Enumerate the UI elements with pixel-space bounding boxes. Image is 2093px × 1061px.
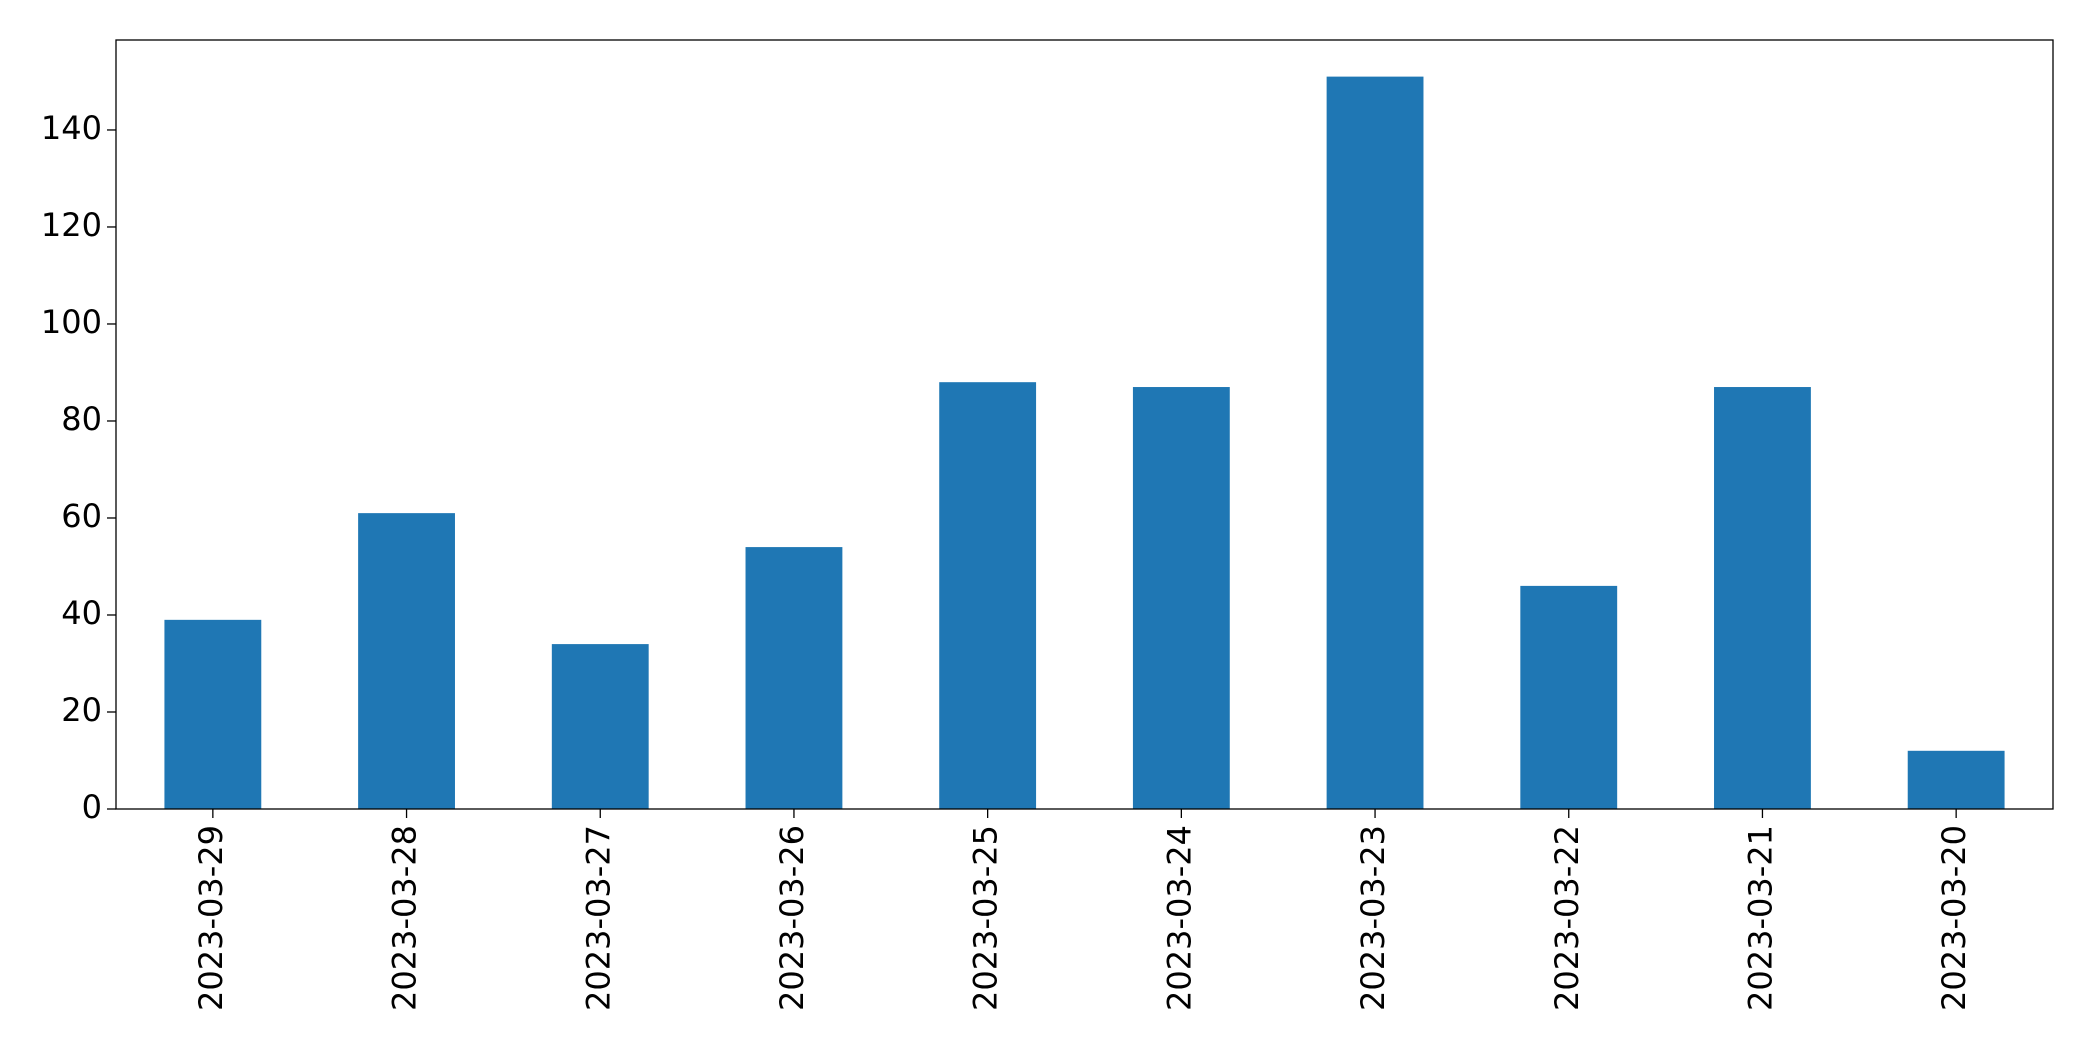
y-tick-label: 80 [61, 400, 102, 438]
plot-frame [115, 39, 2054, 810]
bar [939, 382, 1037, 809]
y-tick-label: 20 [61, 691, 102, 729]
bar [358, 513, 455, 809]
bar [745, 547, 843, 809]
y-tick-label: 0 [82, 788, 102, 826]
bar [1132, 387, 1230, 809]
x-tick-label: 2023-03-20 [1935, 825, 1973, 1011]
x-tick-label: 2023-03-25 [967, 825, 1005, 1011]
bar [1714, 387, 1811, 809]
bar [551, 644, 649, 809]
x-tick-label: 2023-03-29 [192, 825, 230, 1011]
x-tick-label: 2023-03-23 [1354, 825, 1392, 1011]
x-tick-label: 2023-03-24 [1160, 825, 1198, 1011]
bar [1520, 585, 1618, 809]
x-tick-label: 2023-03-22 [1548, 825, 1586, 1011]
y-tick-label: 140 [41, 109, 102, 147]
x-tick-label: 2023-03-26 [773, 825, 811, 1011]
bar [1326, 76, 1424, 810]
bar [164, 619, 262, 809]
y-tick-label: 100 [41, 303, 102, 341]
y-tick-label: 60 [61, 497, 102, 535]
x-tick-label: 2023-03-21 [1741, 825, 1779, 1011]
y-tick-label: 40 [61, 594, 102, 632]
x-tick-label: 2023-03-27 [579, 825, 617, 1011]
bar [1907, 750, 2005, 809]
x-tick-label: 2023-03-28 [386, 825, 424, 1011]
y-tick-label: 120 [41, 206, 102, 244]
